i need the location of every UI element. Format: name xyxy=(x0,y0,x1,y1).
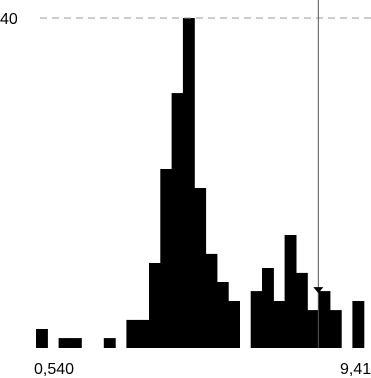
histogram-bar-10 xyxy=(149,263,161,348)
histogram-bar-25 xyxy=(318,291,331,348)
histogram-bar-20 xyxy=(262,268,274,348)
histogram-bar-0 xyxy=(36,329,48,348)
x-tick-label-max: 9,41 xyxy=(340,361,371,378)
histogram-bar-3 xyxy=(69,338,82,348)
histogram-bar-16 xyxy=(216,282,229,348)
x-tick-label-min: 0,540 xyxy=(34,361,74,378)
histogram-bar-8 xyxy=(126,319,139,348)
histogram-bar-11 xyxy=(160,169,173,348)
histogram-bar-6 xyxy=(103,338,116,348)
histogram-bar-12 xyxy=(171,93,184,348)
histogram-bar-15 xyxy=(205,253,218,348)
histogram-bar-28 xyxy=(352,301,365,348)
histogram-bar-14 xyxy=(194,188,207,348)
cursor-marker-icon xyxy=(313,287,324,294)
histogram-bar-26 xyxy=(329,310,342,348)
y-tick-label-40: 40 xyxy=(0,11,18,28)
histogram-bar-17 xyxy=(228,301,240,348)
histogram-bar-21 xyxy=(273,301,286,348)
histogram-bar-9 xyxy=(137,319,150,348)
histogram-bars xyxy=(36,18,365,348)
histogram-bar-23 xyxy=(295,272,308,348)
histogram-bar-19 xyxy=(250,291,263,348)
histogram-bar-13 xyxy=(182,18,195,348)
histogram-bar-22 xyxy=(284,235,297,348)
histogram-bar-2 xyxy=(58,338,71,348)
histogram-bar-24 xyxy=(307,310,320,348)
